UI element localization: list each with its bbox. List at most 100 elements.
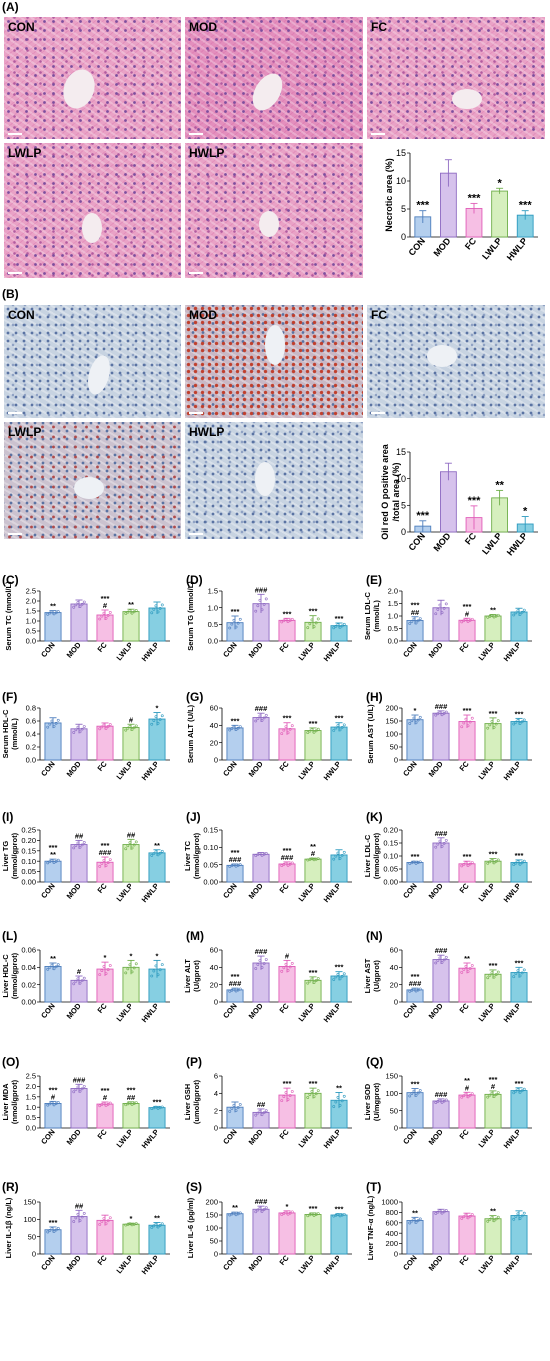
sample-point	[338, 626, 342, 629]
y-tick-label: 60	[390, 946, 398, 955]
category-label: MOD	[247, 1253, 266, 1273]
sample-point	[410, 719, 414, 723]
y-axis-label-line: (mmol/gprot)	[192, 832, 201, 879]
y-tick-label: 20	[210, 738, 218, 747]
y-tick-label: 400	[385, 1229, 398, 1238]
sample-point	[238, 987, 242, 991]
y-axis-label-line: (mmol/gprot)	[10, 832, 19, 879]
y-axis-label-line: Liver HDL-C	[1, 954, 10, 998]
bar-hwlp	[510, 721, 528, 761]
bar-hwlp	[330, 1214, 348, 1255]
sample-point	[436, 607, 440, 611]
y-tick-label: 60	[210, 704, 218, 713]
sample-point	[286, 969, 290, 972]
y-tick-label: 2	[214, 1106, 218, 1115]
category-label: HWLP	[140, 760, 161, 783]
significance-label: ***	[283, 714, 292, 723]
category-label: MOD	[65, 1253, 84, 1273]
sample-point	[288, 1211, 292, 1215]
sample-point	[438, 956, 442, 960]
category-label: FC	[95, 881, 109, 895]
sample-point	[154, 1222, 158, 1226]
y-tick-label: 0.05	[203, 860, 218, 869]
y-tick-label: 150	[385, 717, 398, 726]
sample-point	[256, 1208, 260, 1212]
y-tick-label: 0.10	[383, 852, 398, 861]
y-tick-label: 0	[214, 998, 218, 1007]
sample-point	[444, 838, 448, 842]
bar-mod	[70, 603, 88, 642]
sample-point	[156, 853, 160, 857]
significance-label: ***	[231, 972, 240, 981]
category-label: FC	[277, 640, 291, 654]
bar-con	[44, 860, 62, 883]
sample-point	[512, 722, 516, 726]
panel-label-l: (L)	[2, 929, 17, 943]
chart-h: (H) 0 50 100 150 200 Serum AST (U/L) * CON ### MOD…	[366, 690, 532, 782]
y-axis-label-line: Liver TG	[1, 841, 10, 872]
significance-label: #	[311, 849, 316, 858]
sample-point	[134, 840, 138, 844]
sample-point	[260, 1209, 264, 1213]
y-tick-label: 20	[390, 980, 398, 989]
bar-con	[44, 1103, 62, 1129]
category-label: LWLP	[476, 1254, 496, 1276]
significance-label: ***	[519, 200, 533, 212]
sample-point	[416, 619, 420, 623]
sample-point	[442, 1099, 446, 1103]
category-label: HWLP	[502, 760, 523, 783]
chart-p: (P) 0 2 4 6 Liver GSH(umol/gprot) CON ## MOD *** F…	[183, 1055, 352, 1150]
sample-point	[156, 721, 160, 725]
significance-label: ***	[515, 1079, 524, 1088]
sample-point	[520, 861, 524, 865]
significance-label: ***	[335, 714, 344, 723]
bar-fc	[278, 1212, 296, 1255]
significance-label: **	[310, 842, 316, 851]
sample-point	[282, 1095, 286, 1098]
sample-point	[316, 1212, 320, 1216]
sample-point	[74, 603, 78, 607]
bar-hwlp	[148, 1224, 166, 1255]
sample-point	[336, 724, 340, 727]
sample-point	[494, 859, 498, 863]
sample-point	[496, 970, 500, 974]
significance-label: ###	[255, 1197, 268, 1206]
category-label: LWLP	[476, 1002, 496, 1024]
category-label: CON	[221, 760, 239, 779]
sample-point	[74, 1087, 78, 1091]
y-axis-label-line: (U/gprot)	[372, 960, 381, 992]
sample-point	[438, 710, 442, 714]
bar-lwlp	[122, 611, 140, 642]
sample-point	[134, 962, 138, 966]
panel-label-d: (D)	[186, 573, 203, 587]
sample-point	[48, 860, 52, 864]
sample-point	[518, 613, 522, 616]
sample-point	[306, 981, 310, 985]
y-tick-label: 20	[210, 980, 218, 989]
panel-label-n: (N)	[366, 929, 383, 943]
y-axis-label-line: (nmol/gprot)	[10, 1079, 19, 1124]
sample-point	[54, 965, 58, 969]
sample-point	[434, 1212, 438, 1215]
sample-point	[290, 724, 294, 728]
sample-point	[416, 1091, 420, 1095]
sample-point	[312, 730, 316, 734]
sample-point	[256, 1111, 260, 1115]
sample-point	[56, 718, 60, 722]
category-label: HWLP	[322, 1002, 343, 1025]
bar-mod	[440, 471, 457, 533]
significance-label: ###	[435, 1090, 448, 1099]
sample-point	[256, 853, 260, 857]
significance-label: ***	[411, 601, 420, 610]
sample-point	[52, 724, 56, 728]
significance-label: *	[286, 1202, 289, 1211]
category-label: HWLP	[502, 1128, 523, 1151]
category-label: CON	[39, 1254, 57, 1273]
sample-point	[342, 1094, 346, 1098]
sample-point	[518, 722, 522, 725]
sample-point	[418, 860, 422, 864]
y-axis-label-line: Oil red O positive area	[380, 443, 390, 540]
significance-label: ***	[283, 1079, 292, 1088]
bar-lwlp	[484, 1218, 502, 1255]
